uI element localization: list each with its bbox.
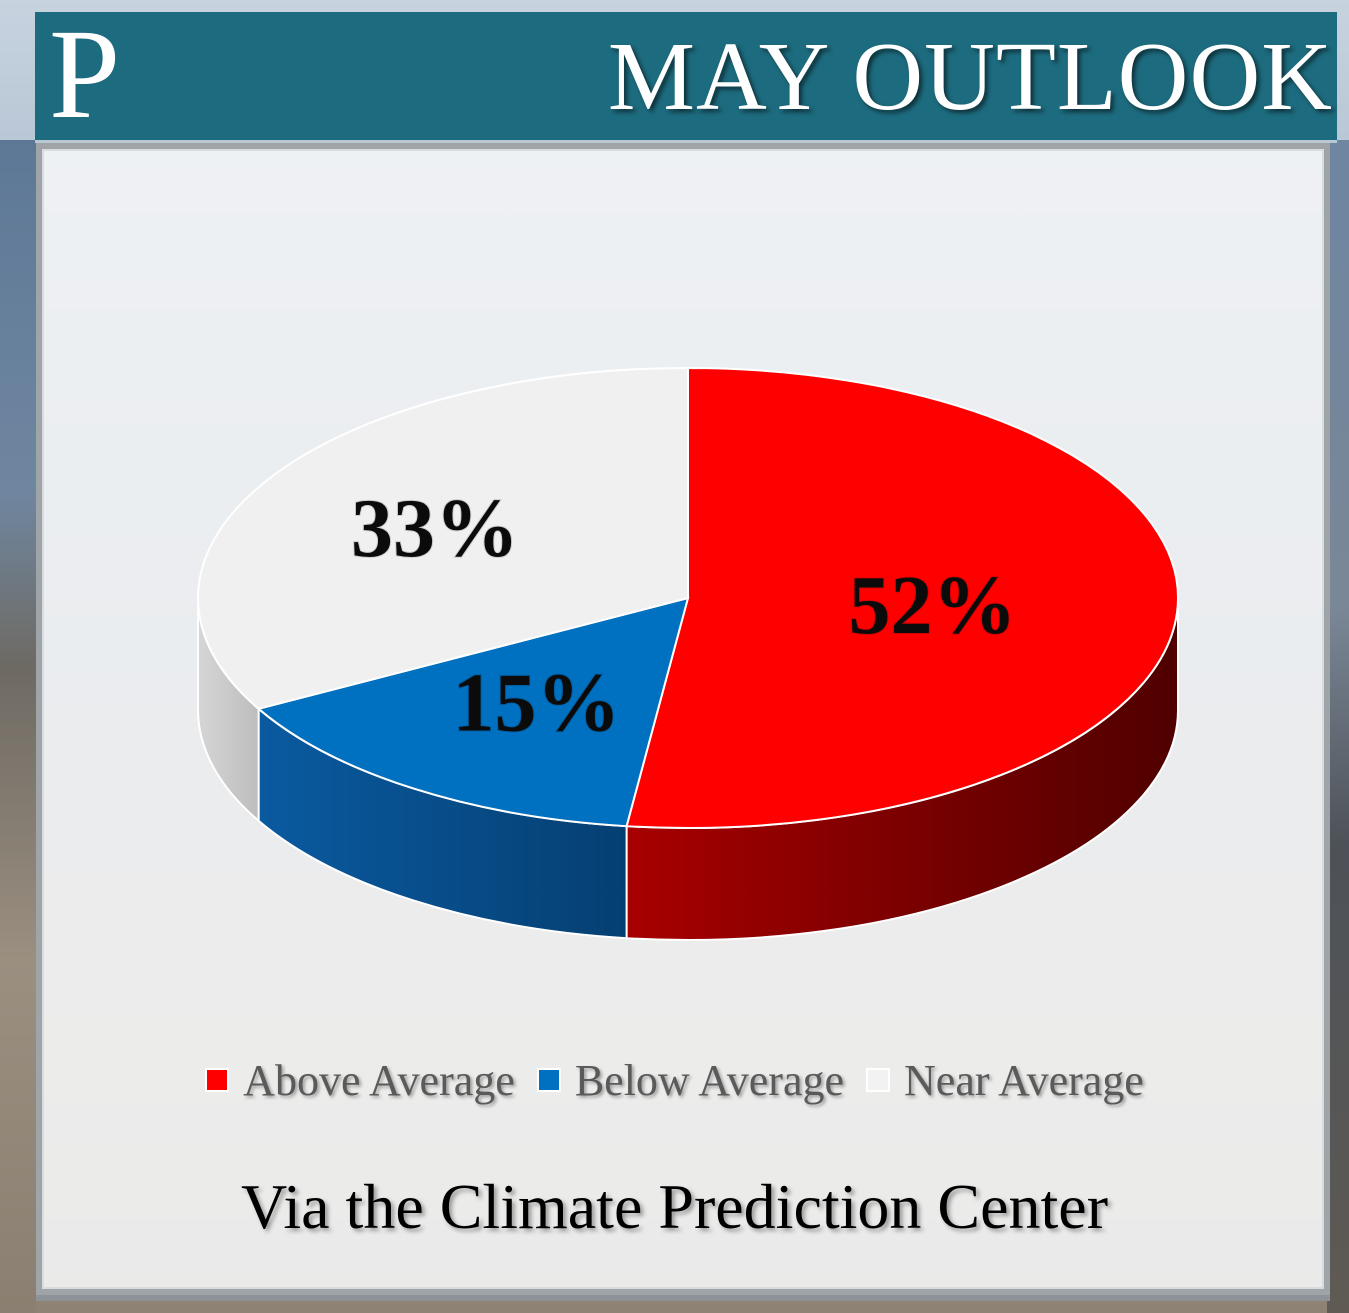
pie-label-near: 33%	[351, 482, 519, 575]
background-right-strip	[1327, 140, 1349, 1313]
source-caption: Via the Climate Prediction Center	[240, 1171, 1109, 1242]
legend-label-above: Above Average	[243, 1055, 515, 1105]
legend-swatch-near	[866, 1068, 891, 1092]
legend-item-near: Near Average	[866, 1055, 1144, 1106]
pie-slice-above	[625, 366, 1179, 829]
page-title: MAY OUTLOOK	[607, 23, 1333, 131]
pie-label-below: 15%	[453, 657, 621, 750]
pie-slice-below	[256, 596, 690, 828]
legend-swatch-below	[536, 1068, 561, 1092]
chart-legend: Above Average Below Average Near Average	[0, 1050, 1349, 1110]
pie-slice-near	[197, 366, 689, 710]
legend-label-below: Below Average	[574, 1055, 845, 1105]
logo-icon: P	[49, 3, 121, 145]
legend-label-near: Near Average	[904, 1055, 1144, 1105]
legend-item-above: Above Average	[205, 1055, 515, 1106]
legend-item-below: Below Average	[536, 1055, 845, 1106]
legend-swatch-above	[205, 1068, 230, 1092]
header-banner: P MAY OUTLOOK	[35, 3, 1337, 145]
pie-label-above: 52%	[849, 559, 1017, 652]
background-left-strip	[0, 140, 36, 1313]
panel-bottom-edge	[36, 1295, 1330, 1301]
